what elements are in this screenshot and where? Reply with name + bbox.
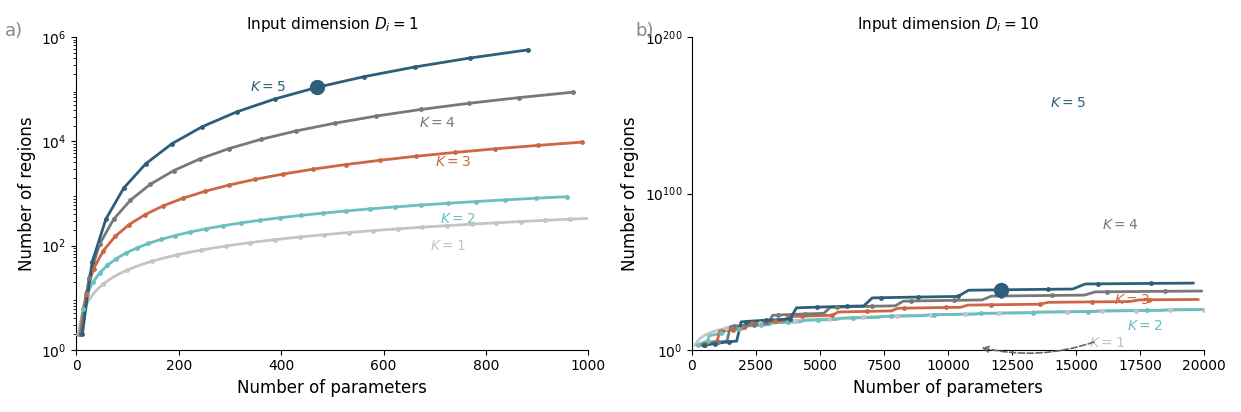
Text: $K=2$: $K=2$ xyxy=(1127,319,1163,333)
Text: $K=4$: $K=4$ xyxy=(419,116,455,130)
X-axis label: Number of parameters: Number of parameters xyxy=(237,379,427,397)
Text: a): a) xyxy=(5,22,22,40)
Title: Input dimension $D_i = 1$: Input dimension $D_i = 1$ xyxy=(246,15,418,34)
Text: $K=3$: $K=3$ xyxy=(1114,293,1150,307)
Text: $K=1$: $K=1$ xyxy=(1088,337,1124,351)
Text: $K=2$: $K=2$ xyxy=(439,211,475,225)
Y-axis label: Number of regions: Number of regions xyxy=(620,116,639,271)
X-axis label: Number of parameters: Number of parameters xyxy=(853,379,1042,397)
Text: $K=3$: $K=3$ xyxy=(434,155,470,169)
Y-axis label: Number of regions: Number of regions xyxy=(17,116,36,271)
Text: b): b) xyxy=(635,22,654,40)
Text: $K=5$: $K=5$ xyxy=(251,80,285,94)
Text: $K=4$: $K=4$ xyxy=(1102,218,1138,232)
Title: Input dimension $D_i = 10$: Input dimension $D_i = 10$ xyxy=(856,15,1039,34)
Text: $K=5$: $K=5$ xyxy=(1050,96,1086,110)
Text: $K=1$: $K=1$ xyxy=(429,239,465,253)
